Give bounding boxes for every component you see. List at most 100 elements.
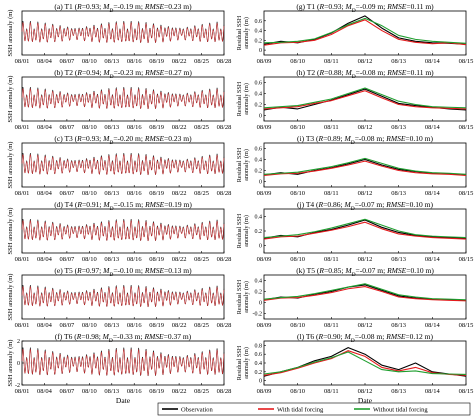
x-tick-label: 08/13 — [391, 190, 406, 197]
y-tick-label: 0.4 — [255, 92, 263, 98]
series-observation — [21, 152, 225, 176]
x-tick-label: 08/11 — [324, 58, 339, 65]
x-tick-label: 08/12 — [358, 388, 373, 395]
panel-title: (f) T6 (R=0.98; MD=-0.33 m; RMSE=0.37 m) — [55, 332, 192, 344]
y-tick-label: 0.4 — [255, 214, 263, 220]
x-tick-label: 08/13 — [104, 124, 119, 131]
series-observation — [21, 284, 225, 308]
series-with-tidal-forcing — [263, 19, 467, 46]
x-tick-label: 08/15 — [459, 58, 474, 65]
x-tick-label: 08/11 — [324, 388, 339, 395]
series-with-tidal-forcing — [263, 350, 467, 376]
x-tick-label: 08/25 — [194, 256, 209, 263]
series-with-tidal-forcing — [21, 87, 225, 110]
x-tick-label: 08/04 — [37, 124, 53, 131]
y-tick-label: 0 — [259, 244, 262, 250]
x-tick-label: 08/28 — [217, 58, 232, 65]
x-tick-label: 08/13 — [391, 256, 406, 263]
x-tick-label: 08/16 — [127, 256, 143, 263]
x-tick-label: 08/10 — [82, 388, 97, 395]
x-tick-label: 08/14 — [425, 190, 441, 197]
panel-title: (e) T5 (R=0.97; MD=-0.10 m; RMSE=0.13 m) — [54, 266, 192, 278]
x-tick-label: 08/04 — [37, 322, 53, 329]
series-with-tidal-forcing — [21, 285, 225, 308]
y-axis-label: SSH anomaly (m) — [7, 208, 14, 255]
x-tick-label: 08/13 — [104, 388, 119, 395]
x-tick-label: 08/19 — [149, 322, 164, 329]
x-tick-label: 08/01 — [15, 190, 30, 197]
x-tick-label: 08/07 — [59, 388, 75, 395]
y-tick-label: 0.8 — [255, 343, 263, 349]
x-tick-label: 08/11 — [324, 322, 339, 329]
x-tick-label: 08/28 — [217, 388, 232, 395]
series-with-tidal-forcing — [21, 348, 225, 377]
y-tick-label: 0.2 — [255, 38, 263, 44]
panel-left-1: (a) T1 (R=0.93; MD=-0.19 m; RMSE=0.23 m)… — [7, 2, 231, 65]
x-tick-label: 08/25 — [194, 124, 209, 131]
y-tick-label: 0.4 — [255, 158, 263, 164]
x-tick-label: 08/01 — [15, 124, 30, 131]
panel-title: (l) T6 (R=0.90; MD=-0.08 m; RMSE=0.12 m) — [297, 332, 433, 344]
series-without-tidal-forcing — [263, 351, 467, 375]
x-tick-label: 08/19 — [149, 256, 164, 263]
x-tick-label: 08/14 — [425, 322, 441, 329]
x-tick-label: 08/22 — [172, 58, 187, 65]
x-tick-label: 08/01 — [15, 388, 30, 395]
x-tick-label: 08/28 — [217, 124, 232, 131]
plot-frame — [263, 208, 467, 254]
x-axis-label: Date — [116, 396, 131, 405]
x-tick-label: 08/14 — [425, 58, 441, 65]
y-axis-label: SSH anomaly (m) — [7, 142, 14, 189]
y-tick-label: 0 — [259, 180, 262, 186]
x-tick-label: 08/25 — [194, 190, 209, 197]
panel-left-4: (d) T4 (R=0.91; MD=-0.15 m; RMSE=0.19 m)… — [7, 200, 231, 263]
x-tick-label: 08/22 — [172, 124, 187, 131]
x-tick-label: 08/11 — [324, 256, 339, 263]
x-tick-label: 08/13 — [391, 58, 406, 65]
panel-right-1: (g) T1 (R=0.93; MD=-0.09 m; RMSE=0.11 m)… — [236, 2, 473, 65]
x-tick-label: 08/12 — [358, 58, 373, 65]
x-tick-label: 08/13 — [391, 388, 406, 395]
x-tick-label: 08/28 — [217, 190, 232, 197]
series-with-tidal-forcing — [21, 153, 225, 176]
x-tick-label: 08/10 — [290, 58, 305, 65]
panel-title: (g) T1 (R=0.93; MD=-0.09 m; RMSE=0.11 m) — [296, 2, 434, 14]
y-tick-label: 0 — [259, 379, 262, 385]
x-tick-label: 08/19 — [149, 124, 164, 131]
x-tick-label: 08/12 — [358, 190, 373, 197]
panel-left-6: (f) T6 (R=0.98; MD=-0.33 m; RMSE=0.37 m)… — [7, 332, 231, 405]
panel-left-2: (b) T2 (R=0.94; MD=-0.23 m; RMSE=0.27 m)… — [7, 68, 231, 131]
series-without-tidal-forcing — [263, 87, 467, 109]
legend-label: With tidal forcing — [277, 407, 324, 414]
x-tick-label: 08/19 — [149, 58, 164, 65]
x-tick-label: 08/04 — [37, 58, 53, 65]
y-axis-label: Residual SSHanomaly (m) — [236, 81, 250, 116]
series-with-tidal-forcing — [21, 219, 225, 242]
panel-right-3: (i) T3 (R=0.89; MD=-0.08 m; RMSE=0.10 m)… — [236, 134, 473, 197]
x-tick-label: 08/10 — [82, 58, 97, 65]
series-with-tidal-forcing — [263, 160, 467, 176]
x-tick-label: 08/28 — [217, 256, 232, 263]
y-axis-label: Residual SSHanomaly (m) — [236, 15, 250, 50]
panel-title: (d) T4 (R=0.91; MD=-0.15 m; RMSE=0.19 m) — [54, 200, 192, 212]
y-axis-label: SSH anomaly (m) — [7, 76, 14, 123]
x-tick-label: 08/01 — [15, 256, 30, 263]
x-tick-label: 08/25 — [194, 58, 209, 65]
x-tick-label: 08/04 — [37, 190, 53, 197]
x-tick-label: 08/25 — [194, 388, 209, 395]
series-observation — [21, 20, 225, 44]
x-tick-label: 08/15 — [459, 124, 474, 131]
panel-title: (j) T4 (R=0.86; MD=-0.07 m; RMSE=0.10 m) — [297, 200, 433, 212]
y-tick-label: 0.6 — [255, 147, 263, 153]
y-tick-label: 0.2 — [255, 290, 263, 296]
x-tick-label: 08/15 — [459, 256, 474, 263]
y-tick-label: 0.2 — [255, 370, 263, 376]
legend: Observation With tidal forcing Without tid… — [157, 402, 471, 416]
y-tick-label: 0.6 — [255, 81, 263, 87]
x-tick-label: 08/04 — [37, 256, 53, 263]
x-tick-label: 08/10 — [290, 388, 305, 395]
x-tick-label: 08/22 — [172, 190, 187, 197]
series-without-tidal-forcing — [263, 17, 467, 44]
plot-frame — [263, 142, 467, 188]
y-tick-label: 0.6 — [255, 19, 263, 25]
